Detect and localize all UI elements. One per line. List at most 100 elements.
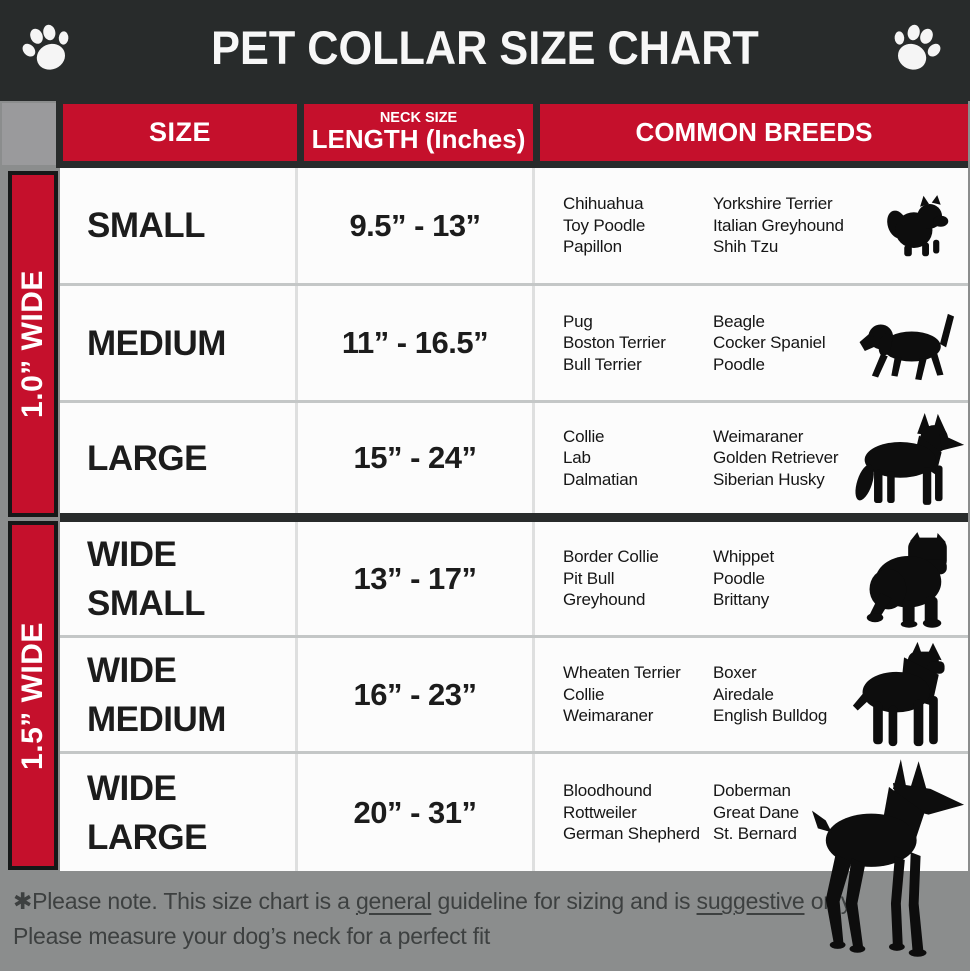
length-cell: 15” - 24” xyxy=(298,403,535,513)
length-cell: 20” - 31” xyxy=(298,754,535,871)
size-cell: WIDE SMALL xyxy=(60,522,298,635)
neck-length-value: 20” - 31” xyxy=(353,794,477,830)
breeds-column: Collie Lab Dalmatian xyxy=(563,426,713,491)
neck-length-value: 15” - 24” xyxy=(353,440,477,475)
breed-name: Bull Terrier xyxy=(563,354,642,374)
table-row: LARGE 15” - 24” Collie Lab Dalmatian Wei… xyxy=(60,403,968,513)
breed-name: Toy Poodle xyxy=(563,215,646,235)
page-title: PET COLLAR SIZE CHART xyxy=(211,21,759,74)
breed-name: Dalmatian xyxy=(563,469,638,489)
corner-spacer xyxy=(2,103,56,165)
neck-length-value: 11” - 16.5” xyxy=(341,325,489,360)
breed-name: Collie xyxy=(563,426,605,446)
breeds-column: Boxer Airedale English Bulldog xyxy=(713,662,885,727)
length-cell: 13” - 17” xyxy=(298,522,535,635)
breeds-column: Wheaten Terrier Collie Weimaraner xyxy=(563,662,713,727)
size-label: WIDE SMALL xyxy=(87,534,206,623)
breed-name: Weimaraner xyxy=(713,426,804,446)
breed-name: Boston Terrier xyxy=(563,333,666,353)
side-band-1-inch-wide: 1.0” WIDE xyxy=(8,171,58,517)
size-cell: MEDIUM xyxy=(60,286,298,400)
underlined-word: general xyxy=(355,888,432,914)
footnote-line-2: Please measure your dog’s neck for a per… xyxy=(13,923,491,949)
paw-icon xyxy=(894,24,941,70)
size-cell: WIDE MEDIUM xyxy=(60,638,298,751)
breed-name: Bloodhound xyxy=(563,781,652,801)
breed-name: Boxer xyxy=(713,663,757,683)
breed-name: St. Bernard xyxy=(713,824,797,844)
side-band-label: 1.0” WIDE xyxy=(16,270,49,418)
length-cell: 16” - 23” xyxy=(298,638,535,751)
breed-name: Great Dane xyxy=(713,802,799,822)
breed-name: Golden Retriever xyxy=(713,448,839,468)
title-bar: PET COLLAR SIZE CHART xyxy=(0,0,970,101)
size-label: LARGE xyxy=(87,438,208,478)
column-header-neck-line1: NECK SIZE xyxy=(379,110,458,127)
neck-length-value: 9.5” - 13” xyxy=(349,207,481,243)
breed-name: Doberman xyxy=(713,781,791,801)
breed-name: Shih Tzu xyxy=(713,237,779,257)
breed-name: Border Collie xyxy=(563,547,659,567)
breed-name: Siberian Husky xyxy=(713,469,825,489)
breeds-cell: Chihuahua Toy Poodle Papillon Yorkshire … xyxy=(535,168,968,283)
breed-name: Whippet xyxy=(713,547,774,567)
table-row: WIDE LARGE 20” - 31” Bloodhound Rottweil… xyxy=(60,754,968,957)
side-band-1point5-inch-wide: 1.5” WIDE xyxy=(8,521,58,870)
footnote-text: guideline for sizing and is xyxy=(431,888,697,914)
footnote: ✱Please note. This size chart is a gener… xyxy=(0,872,970,971)
breeds-cell: Bloodhound Rottweiler German Shepherd Do… xyxy=(535,754,968,957)
breed-name: Greyhound xyxy=(563,590,646,610)
breeds-column: Pug Boston Terrier Bull Terrier xyxy=(563,311,713,376)
section-divider xyxy=(60,513,968,522)
breed-name: Brittany xyxy=(713,590,770,610)
breed-name: Airedale xyxy=(713,684,774,704)
size-cell: WIDE LARGE xyxy=(60,754,298,871)
breed-name: Wheaten Terrier xyxy=(563,663,681,683)
breed-name: Yorkshire Terrier xyxy=(713,194,833,214)
bulldog-dog-icon xyxy=(866,531,947,628)
column-header-size: SIZE xyxy=(63,104,297,161)
paw-icon xyxy=(22,24,69,70)
underlined-word: suggestive xyxy=(696,888,805,914)
breeds-column: Doberman Great Dane St. Bernard xyxy=(713,780,885,845)
size-label: SMALL xyxy=(87,206,206,245)
neck-length-value: 13” - 17” xyxy=(353,560,477,596)
column-header-breeds-label: COMMON BREEDS xyxy=(635,117,873,147)
table-header-row: SIZE NECK SIZE LENGTH (Inches) COMMON BR… xyxy=(56,101,968,168)
row-divider xyxy=(60,400,968,403)
breeds-column: Weimaraner Golden Retriever Siberian Hus… xyxy=(713,426,885,491)
breeds-cell: Wheaten Terrier Collie Weimaraner Boxer … xyxy=(535,638,968,751)
size-label: WIDE MEDIUM xyxy=(87,650,226,739)
side-band-label: 1.5” WIDE xyxy=(16,621,49,770)
breed-name: Lab xyxy=(563,448,591,468)
breed-name: Italian Greyhound xyxy=(713,215,844,235)
column-header-neck-line2: LENGTH (Inches) xyxy=(311,124,526,155)
breed-name: Cocker Spaniel xyxy=(713,333,826,353)
column-header-neck-size: NECK SIZE LENGTH (Inches) xyxy=(304,104,533,161)
breed-name: Beagle xyxy=(713,311,765,331)
size-label: MEDIUM xyxy=(87,323,226,363)
breed-name: Chihuahua xyxy=(563,194,644,214)
footnote-line-1: ✱Please note. This size chart is a gener… xyxy=(13,888,960,915)
table-body: SMALL 9.5” - 13” Chihuahua Toy Poodle Pa… xyxy=(60,168,968,957)
row-divider xyxy=(60,283,968,286)
breeds-column: Yorkshire Terrier Italian Greyhound Shih… xyxy=(713,193,885,258)
breeds-cell: Collie Lab Dalmatian Weimaraner Golden R… xyxy=(535,403,968,513)
column-header-breeds: COMMON BREEDS xyxy=(540,104,968,161)
table-row: SMALL 9.5” - 13” Chihuahua Toy Poodle Pa… xyxy=(60,168,968,283)
footnote-text: ✱Please note. This size chart is a xyxy=(13,888,356,914)
size-label: WIDE LARGE xyxy=(87,768,208,857)
breeds-column: Bloodhound Rottweiler German Shepherd xyxy=(563,780,713,845)
breeds-column: Chihuahua Toy Poodle Papillon xyxy=(563,193,713,258)
breeds-column: Border Collie Pit Bull Greyhound xyxy=(563,546,713,611)
breed-name: Poodle xyxy=(713,568,765,588)
beagle-dog-icon xyxy=(859,313,955,381)
breeds-column: Beagle Cocker Spaniel Poodle xyxy=(713,311,885,376)
shepherd-dog-icon xyxy=(855,412,965,505)
breed-name: Papillon xyxy=(563,237,622,257)
pitbull-dog-icon xyxy=(852,641,945,746)
breeds-cell: Pug Boston Terrier Bull Terrier Beagle C… xyxy=(535,286,968,400)
neck-length-value: 16” - 23” xyxy=(353,676,477,712)
length-cell: 11” - 16.5” xyxy=(298,286,535,400)
